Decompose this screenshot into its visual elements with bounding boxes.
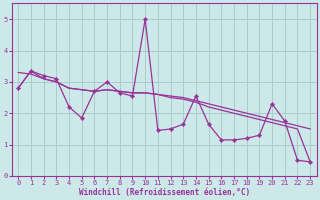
X-axis label: Windchill (Refroidissement éolien,°C): Windchill (Refroidissement éolien,°C) — [79, 188, 250, 197]
